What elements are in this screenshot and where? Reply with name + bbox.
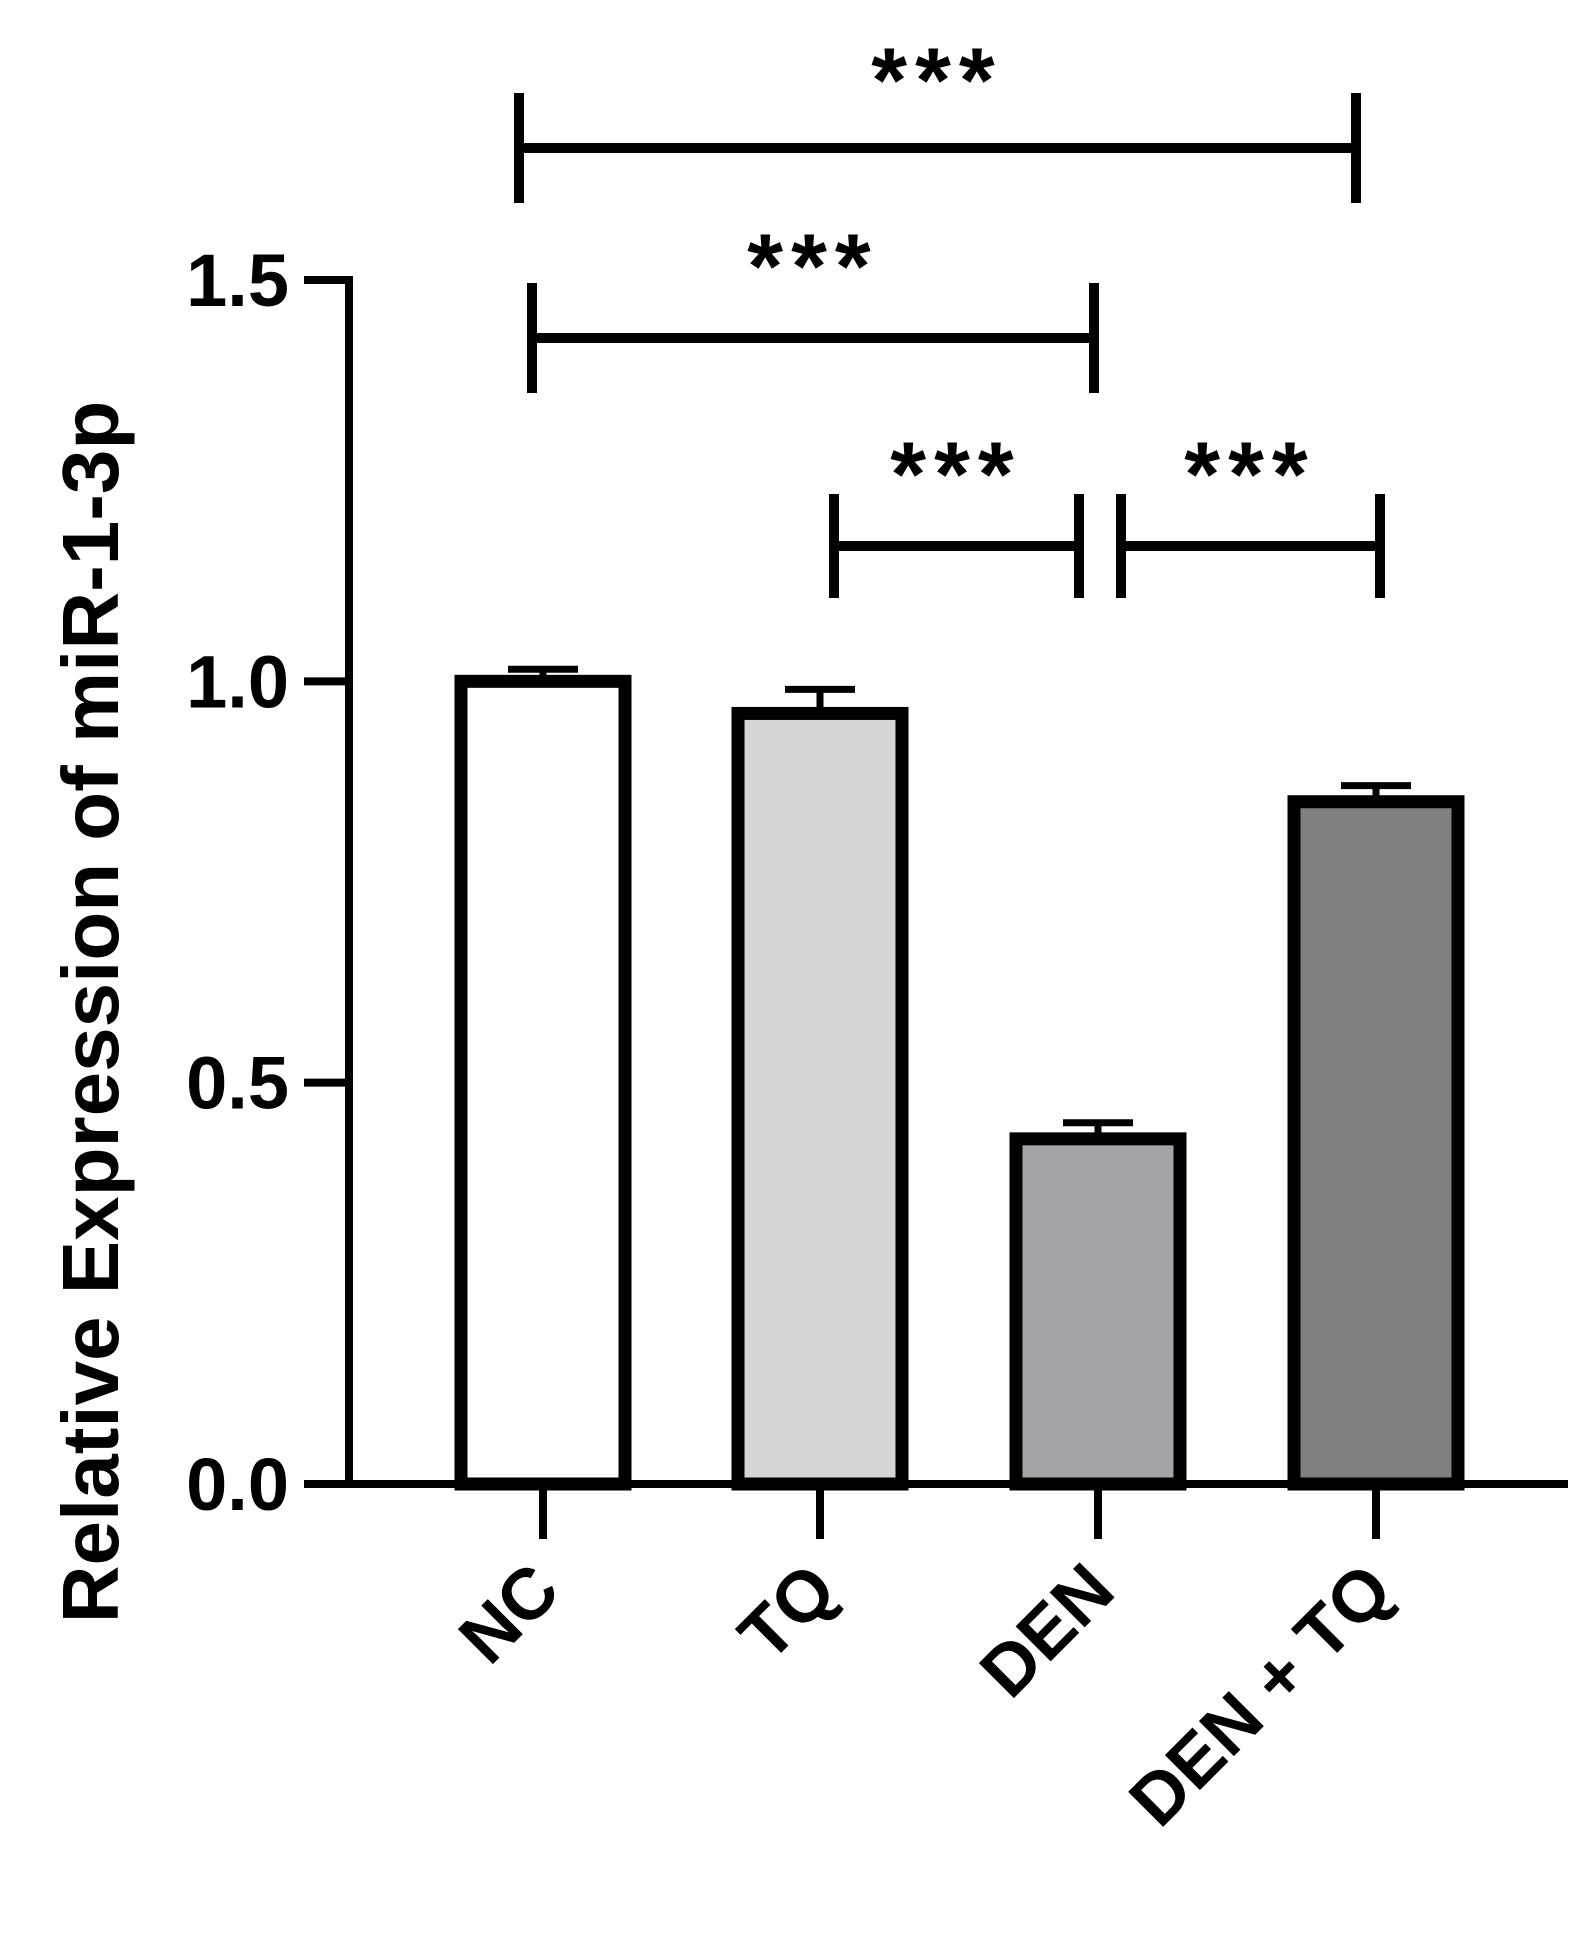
bar-nc bbox=[454, 674, 632, 1491]
significance-bracket: *** bbox=[514, 30, 1361, 203]
bar-den bbox=[1009, 1132, 1187, 1491]
x-tick-label: NC bbox=[444, 1549, 574, 1679]
x-tick-label: TQ bbox=[724, 1549, 851, 1676]
significance-bracket: *** bbox=[829, 424, 1084, 598]
x-tick-label: DEN + TQ bbox=[1115, 1549, 1408, 1842]
y-axis-label: Relative Expression of miR-1-3p bbox=[46, 401, 135, 1624]
significance-label: *** bbox=[871, 30, 1002, 132]
significance-label: *** bbox=[747, 216, 878, 318]
significance-label: *** bbox=[1184, 424, 1315, 526]
y-tick-label: 1.5 bbox=[186, 239, 289, 322]
significance-label: *** bbox=[890, 424, 1021, 526]
y-tick-label: 0.0 bbox=[186, 1443, 289, 1526]
y-tick-label: 1.0 bbox=[186, 640, 289, 723]
significance-bracket: *** bbox=[527, 216, 1099, 393]
significance-brackets: *** *** *** *** bbox=[514, 30, 1385, 598]
bar-tq bbox=[731, 706, 909, 1491]
bars bbox=[454, 665, 1465, 1491]
significance-bracket: *** bbox=[1116, 424, 1385, 598]
y-tick-label: 0.5 bbox=[186, 1042, 289, 1125]
bar-den-tq bbox=[1287, 795, 1465, 1491]
y-axis: 0.0 0.5 1.0 1.5 bbox=[186, 239, 353, 1526]
x-tick-label: DEN bbox=[965, 1549, 1129, 1713]
